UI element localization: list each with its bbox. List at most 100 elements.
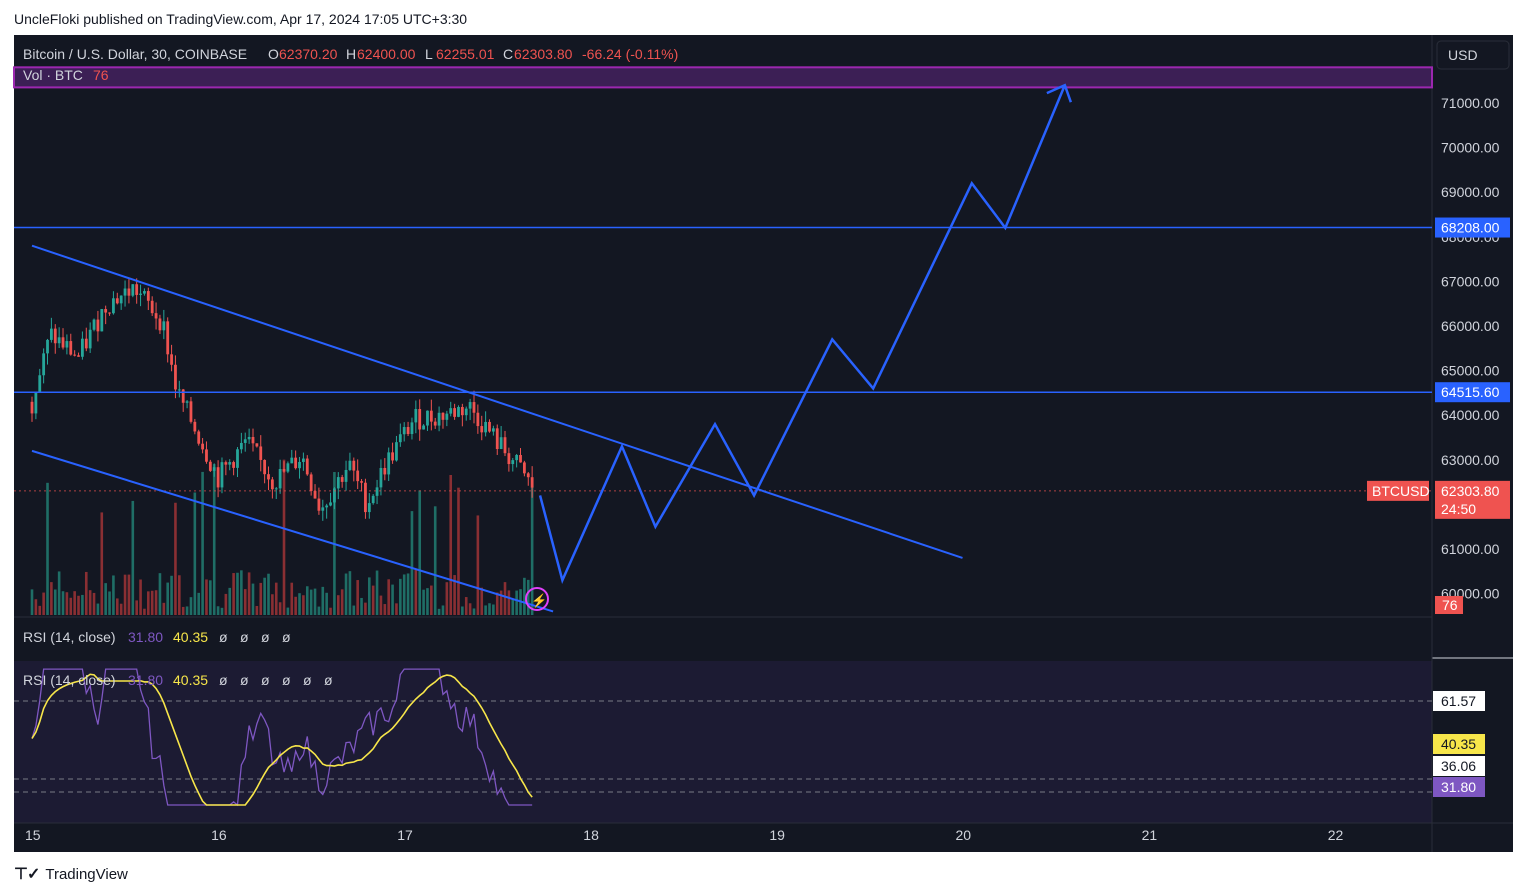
candle-body	[34, 392, 38, 414]
price-tick-label: 65000.00	[1441, 363, 1500, 379]
volume-bar	[379, 595, 383, 615]
tradingview-brand[interactable]: ⊤✓ TradingView	[14, 864, 128, 884]
volume-badge-label: 76	[1442, 597, 1458, 613]
candle-body	[208, 461, 212, 471]
time-tick-label: 17	[397, 827, 413, 843]
volume-bar	[484, 605, 487, 615]
price-tick-label: 66000.00	[1441, 318, 1500, 334]
volume-bar	[143, 608, 146, 615]
volume-bar	[360, 597, 363, 615]
projection-path[interactable]	[538, 84, 1067, 584]
candle-body	[197, 431, 201, 444]
rsi-ma-badge	[1433, 734, 1485, 754]
volume-bar	[104, 583, 107, 615]
candle-body	[143, 291, 146, 294]
volume-bar	[181, 606, 185, 615]
volume-bar	[437, 608, 441, 615]
candle-body	[367, 503, 371, 513]
volume-bar	[329, 607, 332, 615]
currency-button[interactable]	[1436, 40, 1510, 70]
volume-bar	[523, 577, 526, 615]
volume-bar	[399, 578, 402, 615]
candle-body	[476, 412, 480, 427]
volume-bar	[515, 590, 518, 615]
candle-body	[96, 319, 100, 332]
candle-body	[77, 355, 80, 357]
volume-bar	[220, 607, 224, 615]
candle-body	[224, 462, 228, 465]
volume-bar	[422, 589, 425, 615]
volume-bar	[34, 599, 38, 615]
candle-body	[53, 328, 57, 344]
volume-bar	[395, 603, 398, 615]
candle-body	[282, 469, 286, 472]
volume-bar	[356, 580, 359, 615]
candle-body	[154, 313, 158, 319]
volume-bar	[457, 487, 460, 615]
volume-bar	[503, 582, 507, 615]
candle-body	[201, 443, 204, 450]
candle-body	[333, 488, 336, 503]
volume-bar	[348, 571, 352, 615]
candle-body	[472, 402, 476, 413]
channel-upper-line[interactable]	[31, 244, 963, 559]
candle-body	[274, 488, 278, 490]
rsi-nan-value-2: ø	[261, 672, 270, 688]
rsi-upper-badge-label: 61.57	[1441, 693, 1476, 709]
candle-body	[220, 462, 224, 488]
legend-o-value: 62370.20	[279, 46, 338, 62]
candle-body	[267, 474, 270, 480]
volume-bar	[495, 592, 499, 615]
volume-bar	[158, 573, 162, 615]
candle-body	[371, 495, 375, 504]
volume-bar	[461, 606, 464, 615]
volume-bar	[115, 598, 119, 615]
volume-bar	[77, 595, 80, 615]
candle-body	[298, 461, 301, 469]
volume-bar	[321, 586, 325, 615]
volume-bar	[119, 603, 123, 615]
volume-bar	[259, 582, 263, 615]
candle-body	[88, 329, 92, 349]
candle-body	[236, 449, 239, 468]
level-label-badge	[1435, 217, 1510, 238]
candle-body	[255, 443, 259, 447]
candle-body	[131, 284, 135, 296]
volume-bar	[375, 570, 379, 615]
rsi-nan-value-2: ø	[240, 672, 249, 688]
time-tick-label: 16	[211, 827, 227, 843]
volume-bar	[255, 605, 259, 615]
lightning-icon[interactable]	[525, 587, 549, 611]
rsi-nan-value: ø	[219, 629, 228, 645]
volume-bar	[526, 579, 530, 615]
legend-c-value: 62303.80	[514, 46, 573, 62]
volume-bar	[336, 595, 340, 615]
candle-body	[263, 459, 267, 475]
candle-body	[437, 412, 441, 426]
candle-body	[375, 487, 379, 496]
candle-body	[162, 321, 166, 331]
volume-bar	[112, 575, 115, 615]
volume-bar	[61, 591, 65, 615]
volume-bar	[511, 598, 515, 615]
channel-lower-line[interactable]	[31, 449, 554, 613]
candle-body	[205, 449, 208, 462]
candle-body	[181, 389, 185, 403]
legend-h-value: 62400.00	[357, 46, 416, 62]
volume-bar	[371, 585, 375, 615]
volume-bar	[402, 574, 406, 615]
volume-bar	[472, 608, 476, 615]
volume-bar	[387, 579, 390, 615]
volume-bar	[294, 596, 297, 615]
volume-bar	[507, 590, 511, 615]
candle-body	[301, 458, 305, 462]
candle-body	[139, 293, 142, 295]
candle-body	[313, 490, 317, 499]
volume-bar	[69, 597, 73, 615]
volume-bar	[313, 588, 317, 615]
volume-bar	[131, 500, 135, 615]
candle-body	[391, 452, 394, 461]
volume-bar	[480, 587, 484, 615]
candle-body	[398, 434, 402, 443]
